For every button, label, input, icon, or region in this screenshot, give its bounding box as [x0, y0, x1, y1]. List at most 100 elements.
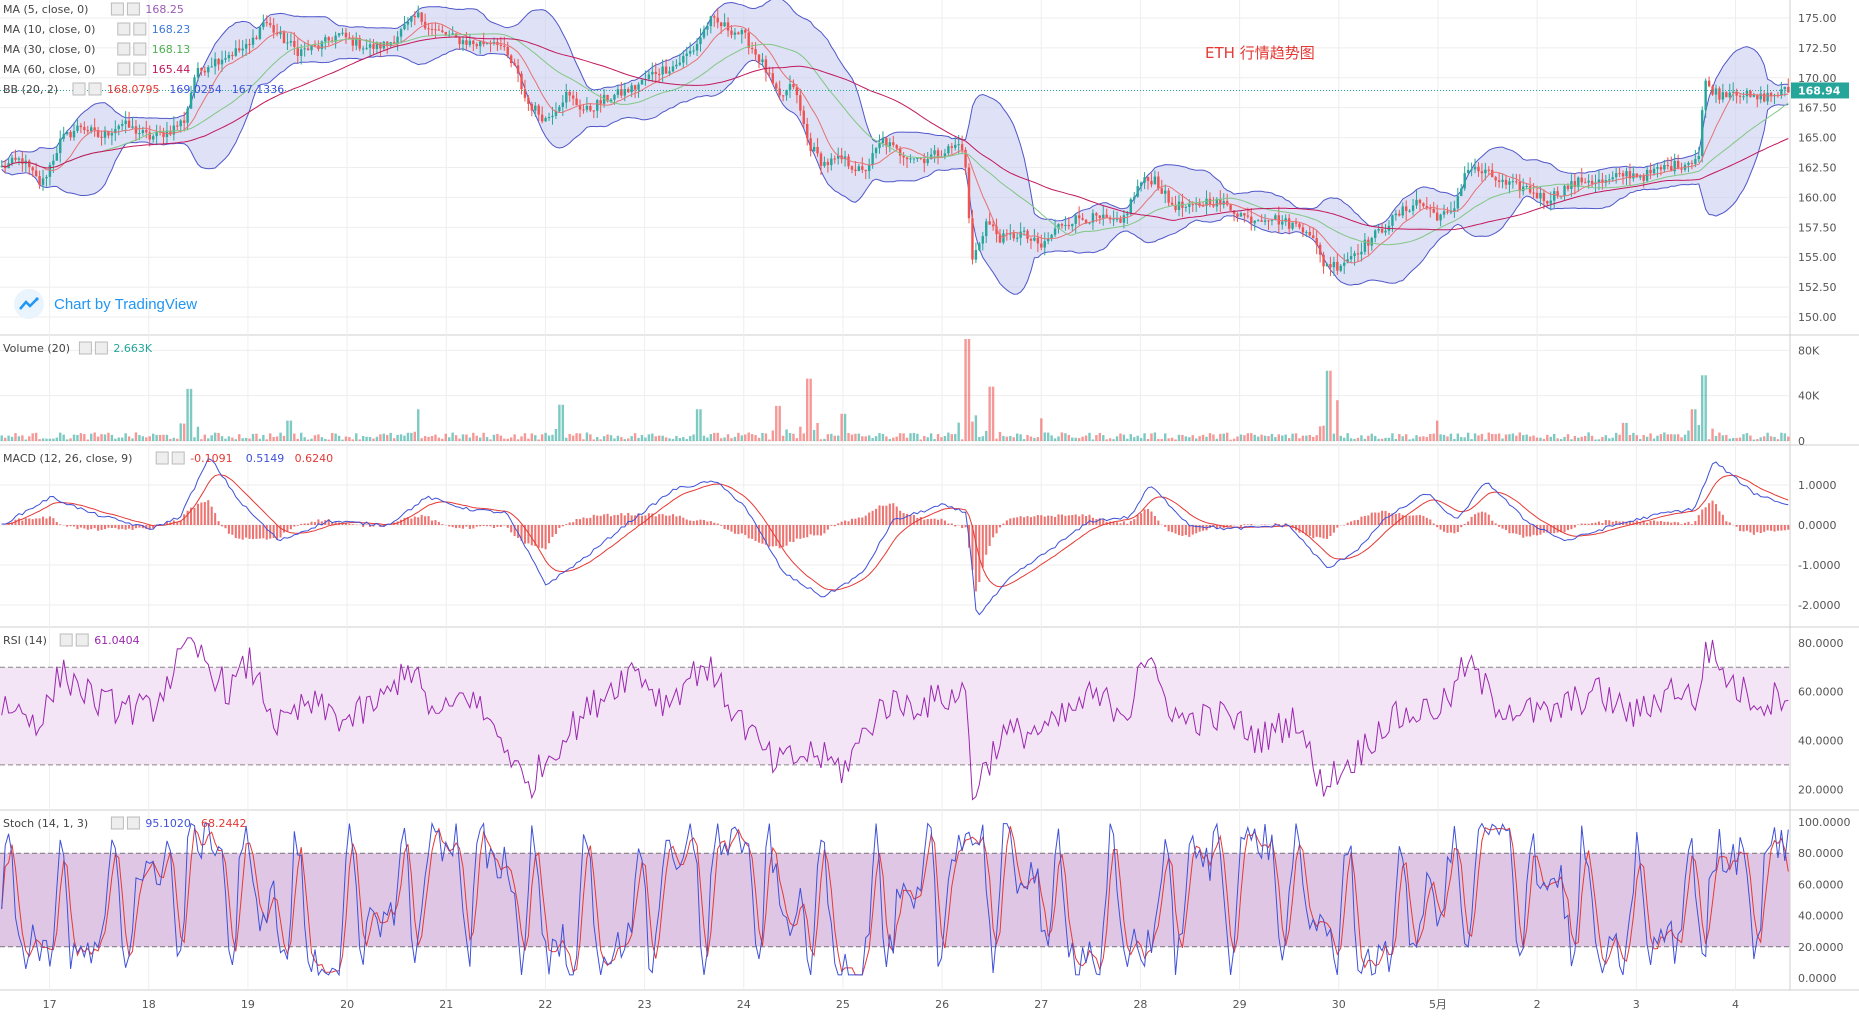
- volume-bar: [31, 433, 33, 441]
- candle-body: [1068, 225, 1070, 226]
- candle-body: [1395, 214, 1397, 216]
- volume-bar: [35, 433, 37, 441]
- volume-bar: [49, 439, 51, 441]
- macd-histogram-bar: [538, 525, 540, 548]
- volume-bar: [579, 433, 581, 441]
- macd-histogram-bar: [1453, 525, 1455, 533]
- volume-bar: [679, 438, 681, 441]
- macd-histogram-bar: [507, 525, 509, 528]
- macd-histogram-bar: [727, 525, 729, 530]
- macd-histogram-bar: [610, 516, 612, 525]
- candle-body: [1701, 110, 1703, 156]
- volume-bar: [1278, 434, 1280, 441]
- volume-bar: [1343, 438, 1345, 441]
- candle-body: [565, 92, 567, 103]
- macd-histogram-bar: [937, 520, 939, 525]
- candle-body: [1649, 170, 1651, 173]
- volume-bar: [1577, 438, 1579, 441]
- volume-bar: [582, 439, 584, 441]
- volume-bar: [482, 433, 484, 441]
- candle-body: [1488, 170, 1490, 171]
- tradingview-watermark[interactable]: Chart by TradingView: [14, 289, 197, 319]
- volume-bar: [1481, 434, 1483, 441]
- macd-histogram-bar: [66, 525, 68, 527]
- candle-body: [414, 16, 416, 17]
- volume-bar: [1508, 434, 1510, 441]
- volume-bar: [207, 438, 209, 441]
- candle-body: [204, 71, 206, 73]
- volume-bar: [992, 387, 994, 441]
- candle-body: [1642, 176, 1644, 181]
- candle-body: [503, 46, 505, 47]
- candle-body: [1402, 206, 1404, 215]
- main-legend-value: 168.13: [152, 43, 191, 56]
- volume-bar: [448, 437, 450, 441]
- volume-bar: [317, 434, 319, 441]
- macd-histogram-bar: [1694, 521, 1696, 525]
- candle-body: [1460, 189, 1462, 196]
- time-tick-label: 17: [43, 998, 57, 1011]
- volume-bar: [1192, 435, 1194, 441]
- candle-body: [248, 44, 250, 45]
- volume-bar: [169, 439, 171, 441]
- price-tick-label: 167.50: [1798, 102, 1837, 115]
- macd-histogram-bar: [276, 525, 278, 540]
- volume-bar: [1185, 436, 1187, 441]
- candle-body: [303, 48, 305, 49]
- volume-bar: [1715, 436, 1717, 441]
- candle-body: [1708, 81, 1710, 87]
- main-legend-close-icon: [134, 23, 146, 35]
- candle-body: [854, 170, 856, 171]
- macd-histogram-bar: [21, 521, 23, 525]
- macd-legend-value: -0.1091: [190, 452, 232, 465]
- candle-body: [582, 110, 584, 111]
- main-legend-value: 168.0795: [107, 83, 160, 96]
- volume-bar: [1140, 438, 1142, 441]
- macd-histogram-bar: [1057, 514, 1059, 525]
- volume-bar: [1198, 436, 1200, 441]
- macd-histogram-bar: [1347, 523, 1349, 525]
- volume-bar: [128, 436, 130, 441]
- volume-bar: [1064, 433, 1066, 441]
- candle-body: [1405, 206, 1407, 211]
- volume-bar: [145, 437, 147, 441]
- volume-bar: [534, 435, 536, 441]
- candle-body: [507, 47, 509, 56]
- volume-bar: [14, 433, 16, 441]
- macd-histogram-bar: [1367, 515, 1369, 525]
- macd-histogram-bar: [121, 525, 123, 529]
- macd-histogram-bar: [476, 525, 478, 527]
- macd-histogram-bar: [221, 525, 223, 526]
- volume-bar: [476, 436, 478, 441]
- volume-bar: [1656, 436, 1658, 441]
- candle-body: [1119, 219, 1121, 223]
- volume-bar: [1068, 435, 1070, 441]
- candle-body: [1653, 169, 1655, 174]
- volume-bar: [1777, 439, 1779, 441]
- volume-bar: [1443, 435, 1445, 441]
- volume-bar: [513, 434, 515, 441]
- candle-body: [465, 40, 467, 45]
- candle-body: [279, 32, 281, 34]
- candle-body: [727, 22, 729, 30]
- macd-histogram-bar: [1357, 520, 1359, 525]
- macd-histogram-bar: [1563, 525, 1565, 532]
- price-axis[interactable]: 150.00152.50155.00157.50160.00162.50165.…: [1791, 12, 1851, 985]
- macd-histogram-bar: [531, 525, 533, 545]
- volume-bar: [1319, 426, 1321, 441]
- volume-bar: [1105, 439, 1107, 441]
- volume-bar: [854, 434, 856, 441]
- macd-histogram-bar: [1698, 515, 1700, 525]
- volume-bar: [183, 424, 185, 441]
- candle-body: [686, 54, 688, 56]
- volume-bar: [713, 433, 715, 441]
- macd-tick-label: 1.0000: [1798, 479, 1837, 492]
- volume-bar: [114, 439, 116, 441]
- volume-bar: [875, 436, 877, 441]
- macd-histogram-bar: [510, 525, 512, 532]
- volume-bar: [1770, 436, 1772, 441]
- candle-body: [1704, 81, 1706, 111]
